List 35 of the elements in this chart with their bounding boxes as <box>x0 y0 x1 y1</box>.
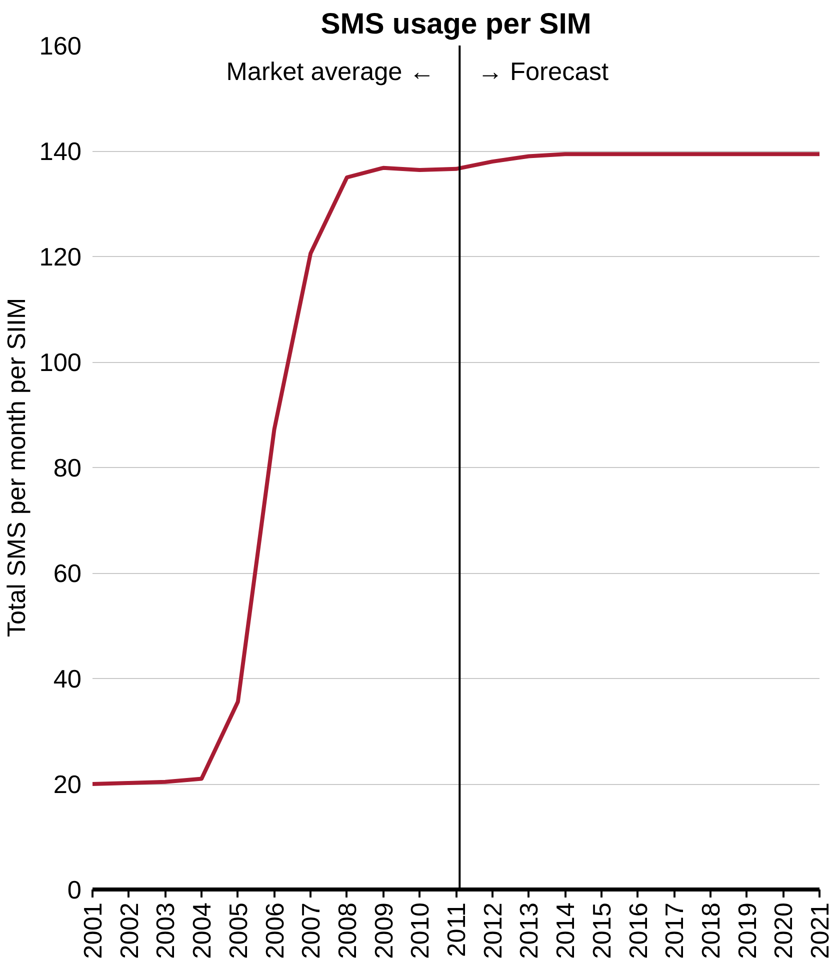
y-tick-label: 0 <box>67 876 82 904</box>
x-tick-label: 2010 <box>406 902 435 959</box>
annotation: Market average ← <box>226 58 435 86</box>
x-tick-label: 2012 <box>479 902 508 959</box>
y-tick-label: 20 <box>53 771 82 799</box>
y-tick-label: 80 <box>53 454 82 482</box>
x-tick-label: 2014 <box>552 902 580 959</box>
x-tick-label: 2007 <box>298 902 326 959</box>
x-tick-label: 2004 <box>188 902 217 959</box>
x-tick-label: 2021 <box>806 902 833 959</box>
x-tick-label: 2013 <box>516 902 544 959</box>
x-tick-label: 2008 <box>334 902 362 959</box>
y-tick-label: 120 <box>39 244 82 272</box>
y-tick-label: 40 <box>53 666 82 694</box>
x-tick-label: 2001 <box>80 902 108 959</box>
x-tick-label: 2020 <box>770 902 798 959</box>
x-tick-label: 2005 <box>224 902 253 959</box>
x-tick-label: 2006 <box>261 902 290 959</box>
x-tick-label: 2016 <box>624 902 653 959</box>
y-tick-label: 140 <box>39 138 82 166</box>
x-tick-label: 2018 <box>697 902 726 959</box>
y-tick-label: 60 <box>53 560 82 588</box>
annotation: → Forecast <box>478 58 609 86</box>
x-tick-label: 2019 <box>734 902 762 959</box>
y-tick-label: 160 <box>39 32 82 60</box>
y-tick-label: 100 <box>39 349 82 377</box>
y-axis-title: Total SMS per month per SIIM <box>3 298 32 638</box>
x-tick-label: 2009 <box>370 902 398 959</box>
line-series <box>92 152 820 786</box>
x-tick-label: 2017 <box>661 902 690 959</box>
x-tick-label: 2003 <box>152 902 180 959</box>
x-tick-label: 2002 <box>116 902 144 959</box>
chart-title: SMS usage per SIM <box>320 8 592 40</box>
x-tick-label: 2015 <box>588 902 616 959</box>
x-tick-label: 2011 <box>443 902 471 957</box>
